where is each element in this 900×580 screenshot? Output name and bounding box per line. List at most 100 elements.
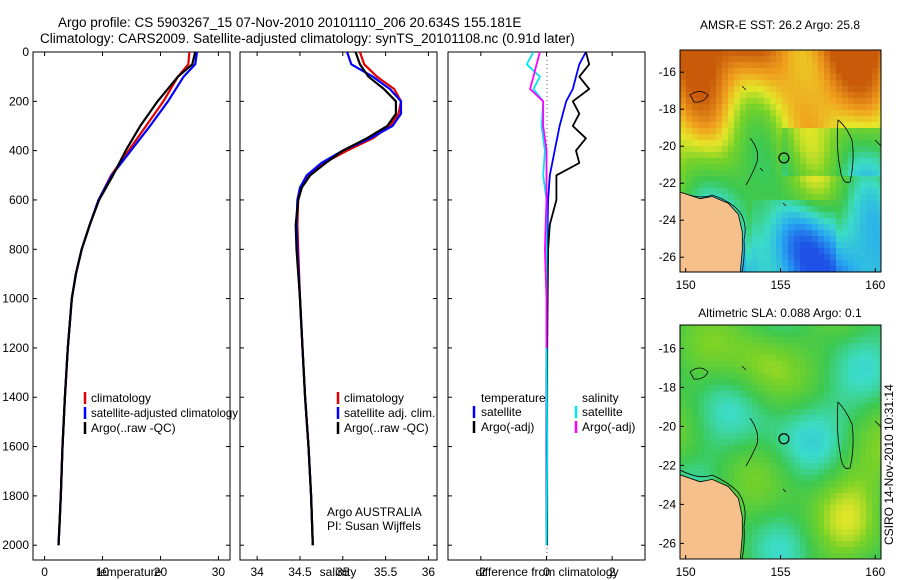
map2-cells-cell [752,505,759,512]
map2-cells-cell [758,403,765,410]
map1-cells-cell [794,92,801,99]
map2-cells-cell [836,421,843,428]
map2-cells-cell [746,373,753,380]
map1-cells-cell [776,206,783,213]
map2-cells-cell [746,469,753,476]
map2-cells-cell [812,547,819,554]
map2-cells-cell [752,517,759,524]
map1-cells-cell [860,206,867,213]
map1-cells-cell [788,170,795,177]
map2-cells-cell [866,325,873,332]
map2-cells-cell [710,361,717,368]
map1-cells-cell [788,224,795,231]
map2-cells-cell [872,355,879,362]
map1-cells-cell [752,152,759,159]
map2-cells-cell [764,439,771,446]
map2-cells-cell [680,349,687,356]
map2-cells-cell [758,487,765,494]
map2-cells-cell [716,349,723,356]
map1-cells-cell [782,56,789,63]
map2-cells-cell [824,373,831,380]
map2-cells-cell [788,511,795,518]
map1-cells-cell [878,182,881,189]
map2-cells-cell [812,499,819,506]
map1-cells-cell [866,146,873,153]
map2-cells-cell [752,457,759,464]
map1-cells-cell [812,236,819,243]
map2-cells-cell [740,415,747,422]
map1-cells-cell [698,56,705,63]
map1-cells-cell [854,170,861,177]
map2-cells-cell [842,553,849,559]
map1-cells-cell [740,248,747,255]
map1-cells-cell [788,230,795,237]
map1-cells-cell [872,248,879,255]
map1-cells-cell [842,242,849,249]
map2-cells-cell [770,385,777,392]
map1-cells-cell [812,146,819,153]
map2-cells-cell [860,547,867,554]
map1-cells-cell [872,218,879,225]
map2-cells-cell [704,331,711,338]
map1-cells-cell [806,164,813,171]
map1-cells-cell [836,104,843,111]
map1-cells-cell [830,86,837,93]
map1-cells-cell [806,218,813,225]
map1-cells-cell [806,158,813,165]
map2-cells-cell [734,445,741,452]
map2-cells-cell [836,331,843,338]
map1-cells-cell [752,158,759,165]
map2-cells-cell [800,499,807,506]
map2-cells-cell [716,373,723,380]
map1-cells-cell [806,140,813,147]
depth-tick-label: 600 [9,193,29,207]
map2-cells-cell [782,403,789,410]
map1-cells-cell [698,110,705,117]
map2-cells-cell [848,445,855,452]
map1-cells-cell [812,260,819,267]
map2-cells-cell [878,325,881,332]
map1-cells-cell [794,134,801,141]
map2-cells-cell [698,391,705,398]
map1-cells-cell [746,56,753,63]
map1-cells-cell [758,212,765,219]
map1-cells-cell [860,194,867,201]
map2-cells-cell [716,397,723,404]
map2-cells-cell [782,457,789,464]
map1-cells-cell [860,122,867,129]
map1-cells-cell [686,122,693,129]
map2-cells-cell [836,325,843,332]
map1-cells-cell [812,170,819,177]
map1-cells-cell [776,170,783,177]
map2-cells-cell [866,367,873,374]
map2-cells-cell [866,439,873,446]
map1-cells-cell [794,188,801,195]
map2-cells-cell [752,529,759,536]
map1-cells-cell [758,176,765,183]
map2-cells-cell [866,391,873,398]
map2-cells-cell [872,457,879,464]
map1-cells-cell [728,56,735,63]
map1-cells-cell [818,128,825,135]
map2-cells-cell [872,481,879,488]
map1-cells-cell [836,80,843,87]
map1-cells-cell [758,86,765,93]
map1-cells-cell [740,182,747,189]
map2-cells-cell [824,475,831,482]
map1-cells-cell [818,50,825,57]
map1-cells-cell [830,224,837,231]
map1-cells-cell [680,182,687,189]
map1-cells-cell [866,248,873,255]
map2-cells-cell [842,403,849,410]
map1-cells-cell [740,176,747,183]
map2-cells-cell [818,367,825,374]
map1-cells-cell [734,128,741,135]
map2-cells-cell [782,331,789,338]
map2-cells-cell [842,541,849,548]
map1-cells-cell [692,50,699,57]
map1-cells-cell [758,50,765,57]
map1-cells-cell [716,116,723,123]
map2-cells-cell [836,457,843,464]
map2-cells-cell [812,403,819,410]
